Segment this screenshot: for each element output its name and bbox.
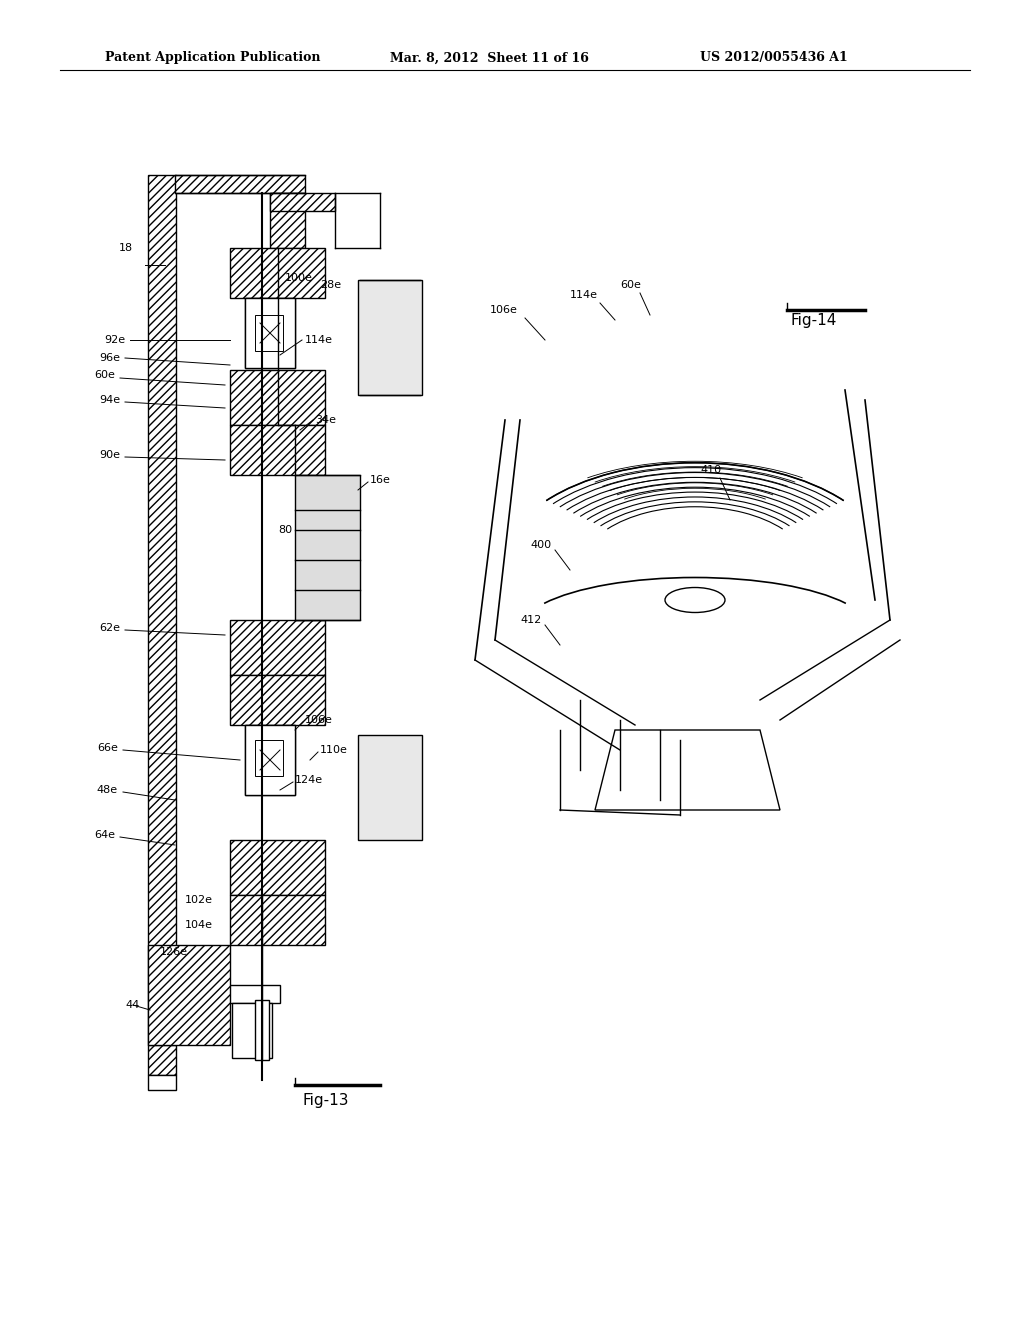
Text: 96e: 96e (99, 352, 120, 363)
Bar (255, 741, 283, 776)
Bar (225, 985, 280, 1003)
Text: 90e: 90e (99, 450, 120, 459)
Text: US 2012/0055436 A1: US 2012/0055436 A1 (700, 51, 848, 65)
Bar (148, 945, 230, 1045)
Polygon shape (595, 730, 780, 810)
Text: Mar. 8, 2012  Sheet 11 of 16: Mar. 8, 2012 Sheet 11 of 16 (390, 51, 589, 65)
Text: 44: 44 (125, 1001, 139, 1010)
Text: Fig-13: Fig-13 (303, 1093, 349, 1107)
Bar (270, 193, 305, 248)
Bar (230, 675, 325, 725)
Bar (245, 298, 295, 368)
Text: 34e: 34e (315, 414, 336, 425)
Text: 124e: 124e (295, 775, 324, 785)
Bar (230, 425, 325, 475)
Text: 80: 80 (278, 525, 292, 535)
Bar (230, 895, 325, 945)
Bar (255, 1001, 269, 1060)
Bar (230, 248, 325, 298)
Ellipse shape (665, 587, 725, 612)
Text: Patent Application Publication: Patent Application Publication (105, 51, 321, 65)
Bar (358, 280, 422, 395)
Text: 64e: 64e (94, 830, 115, 840)
Text: 66e: 66e (97, 743, 118, 752)
Bar (148, 176, 176, 1045)
Bar (175, 176, 305, 193)
Text: 400: 400 (530, 540, 551, 550)
Bar (230, 370, 325, 425)
Bar (270, 193, 335, 211)
Text: 102e: 102e (185, 895, 213, 906)
Text: 104e: 104e (185, 920, 213, 931)
Bar (255, 315, 283, 351)
Text: 48e: 48e (97, 785, 118, 795)
Bar (245, 298, 295, 368)
Text: 62e: 62e (99, 623, 120, 634)
Bar (358, 735, 422, 840)
Text: 114e: 114e (570, 290, 598, 300)
Text: 114e: 114e (305, 335, 333, 345)
Bar (245, 725, 295, 795)
Text: Fig-14: Fig-14 (790, 313, 837, 327)
Bar (148, 1045, 176, 1074)
Text: 18: 18 (119, 243, 133, 253)
Text: 100e: 100e (285, 273, 313, 282)
Bar (148, 1074, 176, 1090)
Text: 94e: 94e (99, 395, 120, 405)
Text: 126e: 126e (160, 946, 188, 957)
Bar (295, 475, 360, 620)
Text: 16e: 16e (370, 475, 391, 484)
Bar (230, 840, 325, 895)
Text: 28e: 28e (319, 280, 341, 290)
Bar (232, 1003, 272, 1059)
Text: 106e: 106e (490, 305, 518, 315)
Text: 60e: 60e (94, 370, 115, 380)
Text: 110e: 110e (319, 744, 348, 755)
Text: 60e: 60e (620, 280, 641, 290)
Text: 410: 410 (700, 465, 721, 475)
Text: 106e: 106e (305, 715, 333, 725)
Bar (245, 725, 295, 795)
Text: 412: 412 (520, 615, 542, 624)
Text: 92e: 92e (103, 335, 125, 345)
Bar (230, 620, 325, 675)
